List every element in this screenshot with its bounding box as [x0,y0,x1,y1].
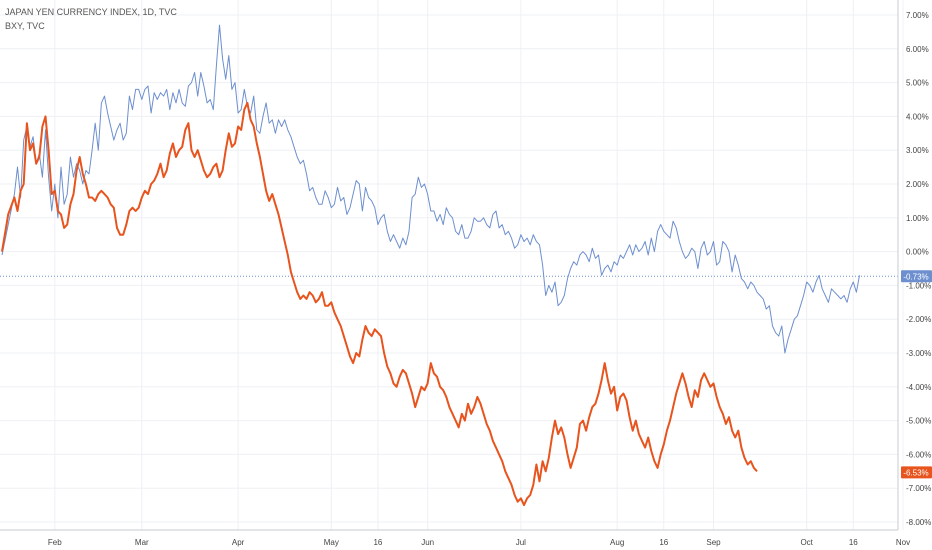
x-tick-label: Mar [135,538,149,547]
y-tick-label: -7.00% [906,484,931,493]
last-value-label-1: -0.73% [903,272,928,281]
y-tick-label: -2.00% [906,315,931,324]
last-value-badges: -0.73% -6.53% [901,270,932,479]
y-tick-label: 0.00% [906,248,929,257]
x-tick-label: May [324,538,339,547]
y-tick-label: 6.00% [906,45,929,54]
last-value-badge-2 [901,466,932,479]
x-tick-label: Jun [421,538,434,547]
y-tick-label: -5.00% [906,417,931,426]
y-tick-label: -3.00% [906,349,931,358]
y-tick-label: 3.00% [906,146,929,155]
x-axis: Feb Mar Apr May 16 Jun Jul Aug 16 Sep Oct 16 Nov [0,529,910,547]
grid [0,0,904,530]
y-tick-label: -4.00% [906,383,931,392]
x-tick-label: Nov [896,538,910,547]
y-axis: 7.00% 6.00% 5.00% 4.00% 3.00% 2.00% 1.00% 0.00%… [897,0,931,530]
y-tick-label: -1.00% [906,281,931,290]
y-tick-label: 1.00% [906,214,929,223]
x-tick-label: Sep [706,538,721,547]
x-tick-label: Jul [516,538,526,547]
x-tick-label: Apr [232,538,245,547]
legend: JAPAN YEN CURRENCY INDEX, 1D, TVC BXY, T… [5,5,177,33]
x-tick-label: 16 [849,538,858,547]
y-tick-label: 2.00% [906,180,929,189]
y-tick-label: -8.00% [906,518,931,527]
y-tick-label: 4.00% [906,112,929,121]
series-lines [1,24,860,507]
y-tick-label: -6.00% [906,450,931,459]
x-tick-label: Oct [800,538,813,547]
last-value-label-2: -6.53% [903,468,928,477]
y-tick-label: 5.00% [906,79,929,88]
last-value-badge-1 [901,270,932,283]
legend-series-2[interactable]: BXY, TVC [5,21,45,31]
legend-series-1[interactable]: JAPAN YEN CURRENCY INDEX, 1D, TVC [5,7,177,17]
series-line-1[interactable] [1,24,860,354]
y-tick-label: 7.00% [906,11,929,20]
x-tick-label: Aug [610,538,624,547]
x-tick-label: 16 [373,538,382,547]
x-tick-label: Feb [48,538,62,547]
series-line-2[interactable] [1,101,758,507]
x-tick-label: 16 [659,538,668,547]
